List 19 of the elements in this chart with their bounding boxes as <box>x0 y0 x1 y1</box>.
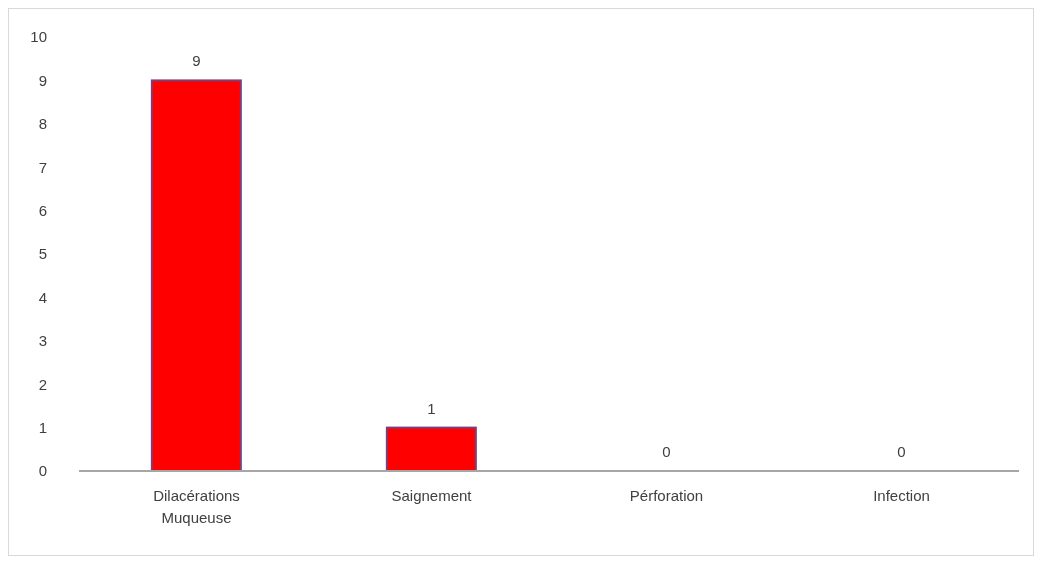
y-tick-label: 4 <box>38 288 47 306</box>
x-tick-label: Dilacérations Muqueuse <box>153 487 240 526</box>
y-tick-label: 8 <box>38 115 47 133</box>
y-tick-label: 7 <box>38 158 47 176</box>
y-tick-label: 3 <box>38 332 47 350</box>
data-label: 0 <box>897 443 906 460</box>
data-label: 1 <box>427 399 436 417</box>
y-tick-label: 2 <box>38 375 47 393</box>
y-tick-label: 9 <box>38 71 47 89</box>
y-tick-label: 5 <box>38 245 47 263</box>
y-tick-label: 10 <box>30 28 47 46</box>
y-tick-label: 0 <box>38 462 47 480</box>
data-label: 0 <box>662 443 671 460</box>
x-tick-label: Infection <box>873 487 930 504</box>
x-tick-label: Pérforation <box>629 487 704 504</box>
data-label: 9 <box>192 52 201 70</box>
y-tick-label: 1 <box>38 418 47 436</box>
y-tick-label: 6 <box>38 201 47 219</box>
x-tick-label: Saignement <box>391 487 473 504</box>
